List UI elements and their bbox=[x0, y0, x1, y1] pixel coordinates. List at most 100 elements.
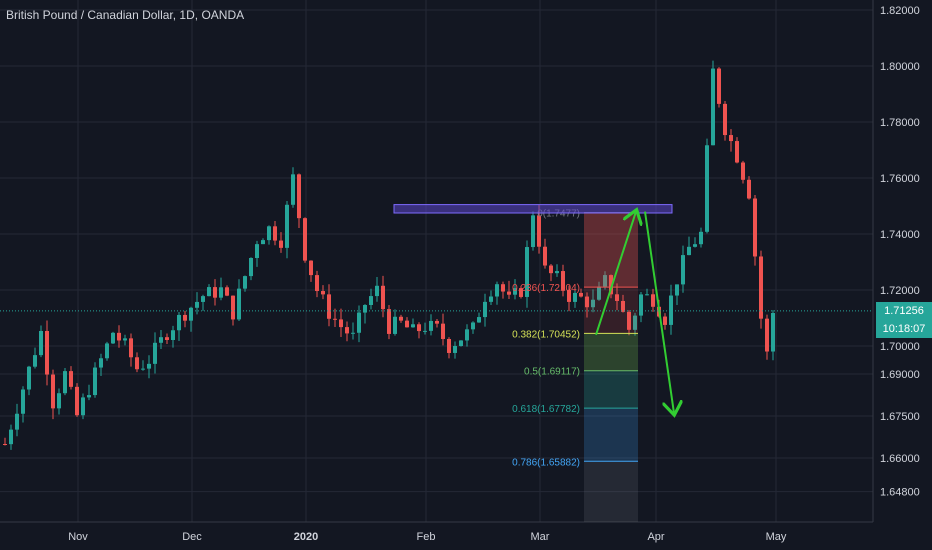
fib-zone bbox=[584, 212, 638, 288]
x-tick-label: Mar bbox=[531, 531, 550, 543]
candle-body bbox=[717, 68, 721, 104]
candle-body bbox=[759, 256, 763, 319]
candles bbox=[3, 60, 775, 450]
candle bbox=[9, 424, 13, 450]
candle-body bbox=[405, 320, 409, 328]
candle-body bbox=[531, 215, 535, 248]
candle-body bbox=[591, 299, 595, 308]
candle-body bbox=[27, 366, 31, 390]
candle-body bbox=[267, 226, 271, 241]
candle bbox=[477, 312, 481, 323]
candle bbox=[285, 201, 289, 259]
candle bbox=[225, 285, 229, 297]
candle bbox=[555, 264, 559, 277]
candle bbox=[75, 383, 79, 417]
candle-body bbox=[741, 162, 745, 180]
candle-body bbox=[441, 323, 445, 339]
candle-body bbox=[669, 295, 673, 325]
candle-body bbox=[603, 275, 607, 287]
candle bbox=[495, 281, 499, 305]
candle-body bbox=[579, 292, 583, 297]
candle-body bbox=[747, 179, 751, 199]
candle bbox=[663, 313, 667, 330]
candle-body bbox=[423, 330, 427, 332]
candle bbox=[153, 332, 157, 374]
candle bbox=[345, 321, 349, 342]
candle bbox=[549, 264, 553, 282]
candle-body bbox=[699, 231, 703, 245]
candle bbox=[129, 333, 133, 367]
candle bbox=[93, 362, 97, 398]
candle bbox=[675, 284, 679, 305]
y-tick-label: 1.66000 bbox=[880, 453, 920, 465]
candle-body bbox=[9, 429, 13, 445]
candle-body bbox=[135, 357, 139, 370]
y-tick-label: 1.82000 bbox=[880, 5, 920, 17]
candle bbox=[687, 236, 691, 256]
y-tick-label: 1.64800 bbox=[880, 487, 920, 499]
candle bbox=[423, 322, 427, 335]
candle bbox=[39, 325, 43, 358]
candle bbox=[63, 367, 67, 396]
candle-body bbox=[171, 330, 175, 340]
candle-body bbox=[447, 338, 451, 353]
candle bbox=[393, 309, 397, 336]
candle-body bbox=[249, 257, 253, 277]
candle bbox=[717, 67, 721, 108]
candle-body bbox=[519, 288, 523, 297]
candle-body bbox=[513, 288, 517, 295]
candle-body bbox=[153, 342, 157, 364]
candle-body bbox=[501, 284, 505, 292]
candle-body bbox=[117, 332, 121, 341]
candle-body bbox=[645, 294, 649, 296]
candle-body bbox=[387, 309, 391, 334]
x-tick-label: Dec bbox=[182, 531, 202, 543]
candle-body bbox=[279, 240, 283, 248]
x-tick-label: May bbox=[766, 531, 787, 543]
candle-body bbox=[195, 301, 199, 308]
candle-body bbox=[63, 371, 67, 394]
candle-body bbox=[561, 271, 565, 290]
candle-body bbox=[609, 275, 613, 295]
current-price-badge: 1.71256 bbox=[876, 301, 932, 320]
candle bbox=[189, 306, 193, 332]
fib-level-label: 0.618(1.67782) bbox=[512, 404, 580, 415]
candle-body bbox=[351, 332, 355, 334]
fib-zone bbox=[584, 408, 638, 462]
candle bbox=[465, 324, 469, 347]
y-tick-label: 1.74000 bbox=[880, 229, 920, 241]
candle bbox=[735, 137, 739, 164]
candle-body bbox=[681, 255, 685, 285]
candle-body bbox=[393, 316, 397, 334]
candle bbox=[483, 293, 487, 327]
candle bbox=[69, 366, 73, 390]
candle-body bbox=[225, 287, 229, 296]
candle bbox=[267, 225, 271, 245]
candle-body bbox=[75, 386, 79, 416]
y-tick-label: 1.80000 bbox=[880, 61, 920, 73]
candle bbox=[507, 280, 511, 299]
candle-body bbox=[507, 291, 511, 295]
candle bbox=[213, 279, 217, 306]
x-tick-label: Feb bbox=[417, 531, 436, 543]
candle-body bbox=[567, 289, 571, 302]
fib-level-label: 0.786(1.65882) bbox=[512, 457, 580, 468]
candle bbox=[171, 325, 175, 348]
candle-body bbox=[705, 145, 709, 232]
candle-body bbox=[477, 317, 481, 323]
candle bbox=[645, 288, 649, 296]
candle-body bbox=[459, 340, 463, 346]
candle-body bbox=[291, 174, 295, 205]
candle bbox=[237, 279, 241, 322]
candle bbox=[351, 322, 355, 340]
grid bbox=[0, 0, 873, 522]
candle-body bbox=[483, 301, 487, 318]
fib-level-label: 0.382(1.70452) bbox=[512, 329, 580, 340]
candle bbox=[45, 320, 49, 386]
candle bbox=[753, 195, 757, 266]
candle bbox=[183, 310, 187, 328]
candle bbox=[429, 314, 433, 336]
candle-body bbox=[375, 285, 379, 297]
